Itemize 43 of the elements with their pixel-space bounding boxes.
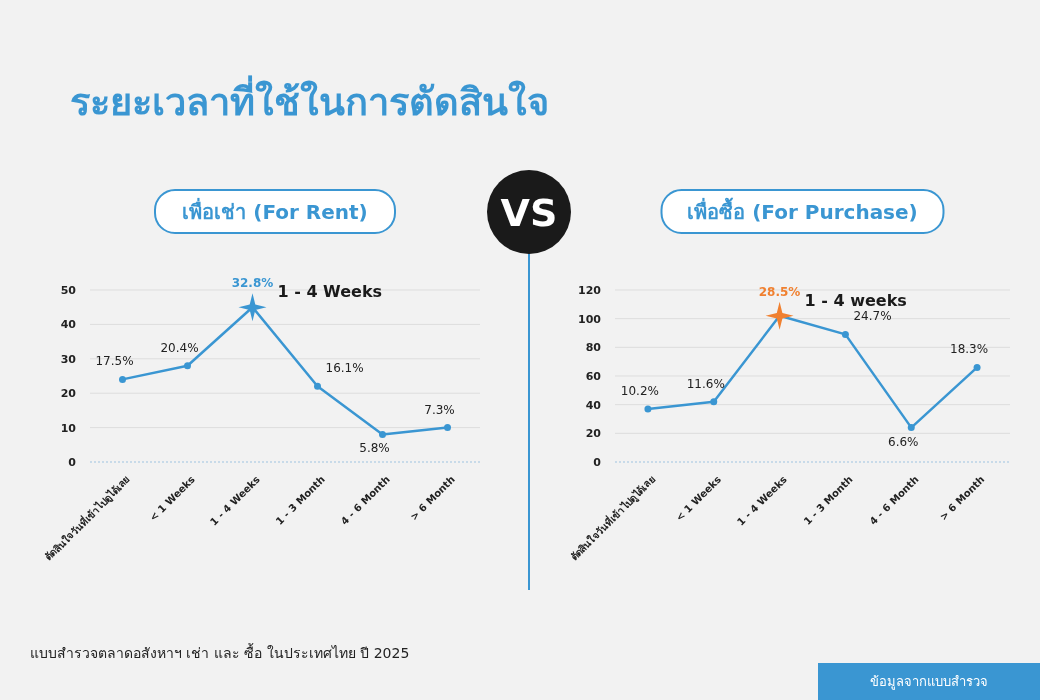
point [314, 382, 321, 390]
annotation: 17.5% [95, 354, 134, 369]
point [973, 363, 981, 371]
point [644, 405, 652, 413]
annotation: 11.6% [686, 376, 725, 391]
point [119, 375, 126, 383]
annotation: 18.3% [950, 342, 989, 357]
y-tick-label: 0 [68, 456, 77, 469]
annotation: 10.2% [620, 383, 659, 398]
y-tick-label: 80 [585, 341, 602, 355]
point [379, 430, 386, 438]
point [907, 424, 915, 432]
y-tick-label: 40 [60, 318, 77, 332]
text: VS [500, 191, 558, 235]
point [184, 362, 191, 370]
annotation: 32.8% [231, 276, 274, 291]
annotation: 7.3% [424, 402, 455, 417]
y-tick-label: 40 [585, 398, 602, 412]
text: แบบสำรวจตลาดอสังหาฯ เช่า และ ซื้อ ในประเทศไทย ปี 2025 [30, 643, 410, 661]
annotation: 16.1% [325, 361, 364, 376]
y-tick-label: 20 [60, 387, 77, 401]
y-tick-label: 10 [60, 421, 77, 435]
y-tick-label: 30 [60, 352, 77, 366]
y-tick-label: 50 [60, 284, 77, 297]
y-tick-label: 0 [593, 456, 602, 469]
y-tick-label: 120 [578, 284, 602, 297]
annotation: 5.8% [359, 441, 390, 456]
annotation: 20.4% [160, 340, 199, 355]
y-tick-label: 20 [585, 427, 602, 441]
point [444, 424, 451, 432]
annotation: 6.6% [888, 434, 919, 449]
chart-title: เพื่อเช่า (For Rent) [182, 197, 368, 224]
text: ระยะเวลาที่ใช้ในการตัดสินใจ [70, 75, 549, 124]
annotation: 28.5% [758, 284, 801, 299]
y-tick-label: 100 [578, 312, 602, 326]
chart-title: เพื่อซื้อ (For Purchase) [687, 197, 918, 224]
annotation: 1 - 4 Weeks [277, 282, 383, 302]
text: ข้อมูลจากแบบสำรวจ [870, 674, 988, 690]
annotation: 24.7% [853, 309, 892, 324]
annotation: 1 - 4 weeks [804, 290, 907, 310]
y-tick-label: 60 [585, 370, 602, 383]
point [710, 398, 718, 406]
point [841, 330, 849, 338]
